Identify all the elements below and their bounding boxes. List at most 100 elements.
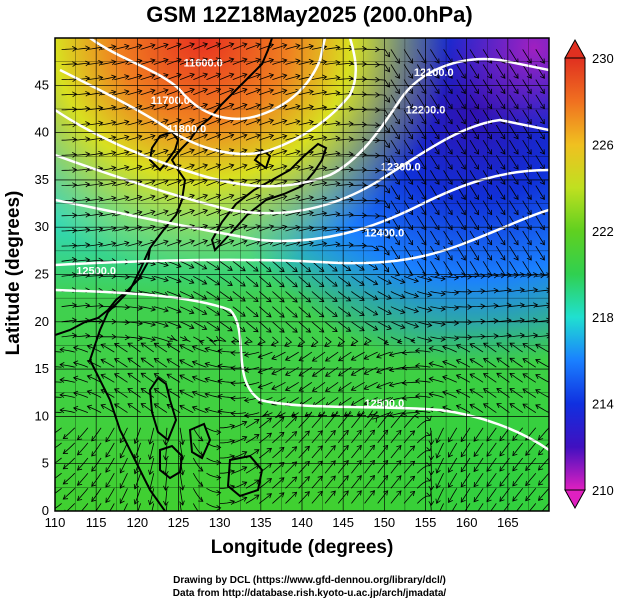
streamline-segment bbox=[232, 276, 246, 287]
streamline-segment bbox=[377, 49, 390, 57]
streamline-segment bbox=[535, 261, 545, 276]
streamline-segment bbox=[298, 45, 314, 50]
streamline-segment bbox=[338, 138, 354, 141]
streamline-arrowhead bbox=[369, 410, 375, 416]
streamline-arrowhead bbox=[332, 327, 338, 333]
streamline-arrowhead bbox=[176, 118, 182, 124]
streamline-arrowhead bbox=[179, 374, 185, 380]
streamline-segment bbox=[509, 403, 523, 413]
streamline-segment bbox=[436, 488, 444, 504]
streamline-segment bbox=[179, 149, 195, 156]
streamline-arrowhead bbox=[317, 460, 323, 466]
streamline-segment bbox=[140, 276, 156, 280]
streamline-segment bbox=[219, 321, 233, 332]
streamline-segment bbox=[417, 276, 432, 281]
streamline-arrowhead bbox=[348, 196, 354, 203]
streamline-arrowhead bbox=[350, 385, 357, 391]
streamline-arrowhead bbox=[447, 179, 453, 185]
streamline-arrowhead bbox=[163, 455, 169, 461]
streamline-arrowhead bbox=[229, 223, 235, 230]
streamline-segment bbox=[486, 472, 497, 487]
streamline-segment bbox=[364, 460, 375, 474]
streamline-arrowhead bbox=[395, 58, 400, 64]
streamline-segment bbox=[272, 416, 285, 429]
streamline-segment bbox=[298, 446, 310, 459]
streamline-segment bbox=[483, 305, 498, 308]
streamline-arrowhead bbox=[85, 302, 91, 309]
streamline-segment bbox=[312, 351, 326, 362]
streamline-segment bbox=[311, 182, 327, 186]
streamline-arrowhead bbox=[428, 440, 435, 446]
streamline-arrowhead bbox=[98, 181, 104, 187]
streamline-segment bbox=[324, 336, 332, 347]
streamline-arrowhead bbox=[513, 73, 519, 79]
streamline-segment bbox=[541, 503, 549, 511]
streamline-arrowhead bbox=[72, 197, 78, 204]
streamline-arrowhead bbox=[436, 514, 441, 519]
streamline-segment bbox=[311, 306, 325, 318]
streamline-segment bbox=[219, 73, 234, 80]
streamline-arrowhead bbox=[179, 404, 185, 410]
streamline-arrowhead bbox=[396, 429, 402, 436]
streamline-segment bbox=[74, 304, 90, 308]
streamline-arrowhead bbox=[191, 405, 198, 412]
streamline-arrowhead bbox=[227, 326, 233, 332]
streamline-arrowhead bbox=[282, 164, 288, 170]
streamline-segment bbox=[548, 64, 549, 66]
streamline-segment bbox=[403, 261, 414, 276]
streamline-segment bbox=[509, 139, 519, 155]
streamline-segment bbox=[338, 397, 352, 407]
streamline-arrowhead bbox=[335, 120, 341, 127]
streamline-segment bbox=[311, 227, 327, 232]
streamline-segment bbox=[304, 412, 313, 418]
streamline-segment bbox=[232, 134, 248, 141]
streamline-arrowhead bbox=[230, 350, 236, 356]
streamline-arrowhead bbox=[310, 342, 317, 347]
streamline-arrowhead bbox=[440, 321, 446, 327]
streamline-segment bbox=[469, 49, 479, 64]
streamline-segment bbox=[127, 44, 142, 50]
streamline-arrowhead bbox=[229, 193, 235, 200]
streamline-arrowhead bbox=[137, 164, 143, 171]
streamline-arrowhead bbox=[113, 403, 120, 409]
streamline-arrowhead bbox=[539, 134, 545, 140]
streamline-arrowhead bbox=[279, 416, 285, 422]
streamline-arrowhead bbox=[413, 307, 420, 314]
streamline-arrowhead bbox=[150, 194, 156, 200]
streamline-segment bbox=[548, 246, 549, 247]
streamline-arrowhead bbox=[100, 343, 106, 349]
streamline-segment bbox=[390, 415, 402, 429]
streamline-arrowhead bbox=[305, 297, 312, 303]
streamline-segment bbox=[219, 225, 234, 232]
streamline-segment bbox=[140, 89, 156, 96]
streamline-arrowhead bbox=[111, 180, 117, 187]
streamline-segment bbox=[403, 109, 414, 125]
streamline-segment bbox=[298, 196, 314, 202]
streamline-arrowhead bbox=[304, 460, 310, 467]
streamline-segment bbox=[377, 414, 389, 429]
streamline-arrowhead bbox=[408, 209, 414, 216]
streamline-arrowhead bbox=[204, 377, 210, 383]
y-tick-label: 25 bbox=[35, 267, 49, 282]
streamline-arrowhead bbox=[512, 466, 518, 472]
streamline-arrowhead bbox=[305, 267, 312, 273]
streamline-arrowhead bbox=[204, 346, 210, 353]
streamline-arrowhead bbox=[198, 496, 204, 502]
streamline-arrowhead bbox=[242, 224, 248, 230]
streamline-arrowhead bbox=[229, 102, 235, 109]
streamline-segment bbox=[417, 480, 431, 489]
streamline-segment bbox=[509, 94, 519, 109]
streamline-segment bbox=[390, 306, 405, 314]
streamline-arrowhead bbox=[409, 445, 416, 451]
streamline-arrowhead bbox=[553, 195, 557, 200]
streamline-segment bbox=[535, 374, 549, 383]
streamline-arrowhead bbox=[308, 119, 314, 126]
streamline-segment bbox=[430, 427, 432, 445]
streamline-segment bbox=[298, 261, 311, 272]
streamline-arrowhead bbox=[163, 88, 169, 94]
streamline-segment bbox=[390, 291, 405, 298]
streamline-segment bbox=[166, 373, 181, 383]
streamline-segment bbox=[376, 412, 392, 419]
streamline-arrowhead bbox=[428, 361, 434, 367]
streamline-arrowhead bbox=[305, 282, 312, 288]
